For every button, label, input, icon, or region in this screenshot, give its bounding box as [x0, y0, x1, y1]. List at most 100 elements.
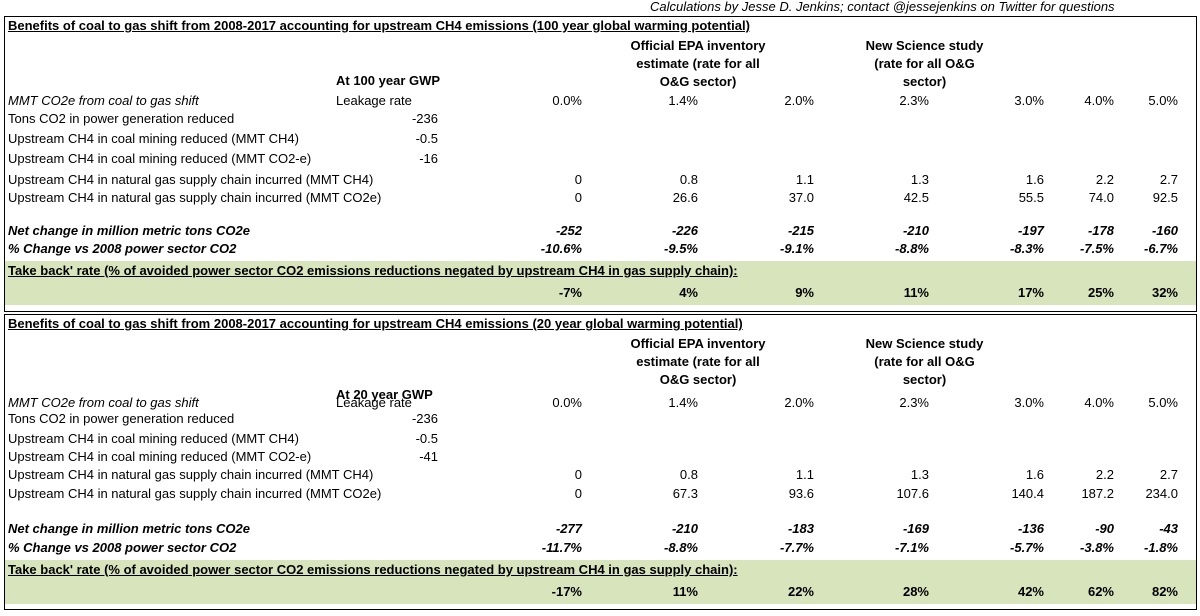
leakage-rate-value: 0.0% [552, 395, 582, 410]
net-change-value: -252 [555, 223, 582, 238]
takeback-value: 25% [1087, 285, 1114, 300]
leakage-rate-value: 2.3% [899, 93, 929, 108]
takeback-label: Take back' rate (% of avoided power sect… [8, 263, 738, 278]
leakage-rate-value: 0.0% [552, 93, 582, 108]
gas-co2e-value: 67.3 [672, 486, 698, 501]
row-label-net-change: Net change in million metric tons CO2e [8, 521, 250, 536]
row-label-tons-co2: Tons CO2 in power generation reduced [8, 111, 235, 126]
pct-change-value: -7.1% [895, 540, 929, 555]
row-label-gas-co2e: Upstream CH4 in natural gas supply chain… [8, 486, 382, 501]
pct-change-value: -6.7% [1144, 241, 1178, 256]
takeback-value: 82% [1151, 584, 1178, 599]
leakage-rate-value: 4.0% [1084, 93, 1114, 108]
takeback-value: 11% [903, 285, 929, 300]
row-label-pct-change: % Change vs 2008 power sector CO2 [8, 241, 237, 256]
pct-change-value: -8.8% [664, 540, 698, 555]
leakage-rate-value: 5.0% [1148, 395, 1178, 410]
pct-change-value: -5.7% [1010, 540, 1044, 555]
leakage-rate-value: 3.0% [1014, 93, 1044, 108]
gas-ch4-value: 1.6 [1025, 467, 1044, 482]
row-label-pct-change: % Change vs 2008 power sector CO2 [8, 540, 237, 555]
leakage-rate-value: 1.4% [668, 93, 698, 108]
net-change-value: -197 [1017, 223, 1044, 238]
tons-co2-value: -236 [411, 411, 438, 426]
row-label-coal-co2e: Upstream CH4 in coal mining reduced (MMT… [8, 151, 312, 166]
takeback-value: 9% [795, 285, 814, 300]
takeback-value: -17% [551, 584, 582, 599]
gas-co2e-value: 42.5 [903, 190, 929, 205]
gas-ch4-value: 2.7 [1159, 172, 1178, 187]
epa-column-header: Official EPA inventory estimate (rate fo… [630, 38, 766, 89]
leakage-rate-value: 2.3% [899, 395, 929, 410]
table-20yr-gwp: Benefits of coal to gas shift from 2008-… [4, 314, 1197, 610]
leakage-rate-value: 3.0% [1014, 395, 1044, 410]
gas-co2e-value: 93.6 [788, 486, 814, 501]
pct-change-value: -1.8% [1144, 540, 1178, 555]
credit-line: Calculations by Jesse D. Jenkins; contac… [650, 0, 1115, 14]
gas-co2e-value: 0 [574, 486, 582, 501]
net-change-value: -183 [787, 521, 814, 536]
pct-change-value: -7.7% [780, 540, 814, 555]
gas-co2e-value: 187.2 [1081, 486, 1114, 501]
row-label-mmt-shift: MMT CO2e from coal to gas shift [8, 93, 199, 108]
epa-column-header: Official EPA inventory estimate (rate fo… [630, 336, 766, 387]
pct-change-value: -8.3% [1010, 241, 1044, 256]
gas-ch4-value: 1.3 [910, 172, 929, 187]
pct-change-value: -8.8% [895, 241, 929, 256]
net-change-value: -169 [902, 521, 929, 536]
gas-ch4-value: 1.1 [795, 172, 814, 187]
gas-ch4-value: 0 [574, 172, 582, 187]
takeback-value: 42% [1017, 584, 1044, 599]
gas-co2e-value: 26.6 [672, 190, 698, 205]
gas-ch4-value: 1.1 [795, 467, 814, 482]
gas-ch4-value: 1.6 [1025, 172, 1044, 187]
net-change-value: -136 [1017, 521, 1044, 536]
leakage-rate-value: 1.4% [668, 395, 698, 410]
net-change-value: -43 [1159, 521, 1178, 536]
row-label-gas-ch4: Upstream CH4 in natural gas supply chain… [8, 172, 374, 187]
net-change-value: -210 [671, 521, 698, 536]
net-change-value: -277 [555, 521, 582, 536]
gas-co2e-value: 74.0 [1088, 190, 1114, 205]
pct-change-value: -3.8% [1080, 540, 1114, 555]
leakage-rate-value: 2.0% [784, 395, 814, 410]
takeback-value: 17% [1017, 285, 1044, 300]
row-label-coal-ch4: Upstream CH4 in coal mining reduced (MMT… [8, 431, 299, 446]
net-change-value: -215 [787, 223, 814, 238]
gas-co2e-value: 140.4 [1011, 486, 1044, 501]
takeback-value: 4% [679, 285, 698, 300]
gwp-label: At 100 year GWP [336, 73, 441, 88]
gas-ch4-value: 2.2 [1095, 172, 1114, 187]
leakage-rate-value: 5.0% [1148, 93, 1178, 108]
table-100yr-gwp: Benefits of coal to gas shift from 2008-… [4, 16, 1197, 312]
pct-change-value: -11.7% [541, 540, 582, 555]
gas-co2e-value: 55.5 [1018, 190, 1044, 205]
net-change-value: -210 [902, 223, 929, 238]
takeback-value: 28% [902, 584, 929, 599]
takeback-band [5, 261, 1196, 305]
row-label-coal-co2e: Upstream CH4 in coal mining reduced (MMT… [8, 449, 312, 464]
takeback-band [5, 560, 1196, 604]
takeback-value: 62% [1087, 584, 1114, 599]
gas-co2e-value: 107.6 [896, 486, 929, 501]
coal-ch4-value: -0.5 [415, 431, 438, 446]
coal-co2e-value: -16 [419, 151, 438, 166]
leakage-rate-value: 4.0% [1084, 395, 1114, 410]
table-title: Benefits of coal to gas shift from 2008-… [8, 316, 743, 331]
science-column-header: New Science study (rate for all O&G sect… [865, 336, 984, 387]
gas-ch4-value: 0 [574, 467, 582, 482]
row-label-mmt-shift: MMT CO2e from coal to gas shift [8, 395, 199, 410]
science-column-header: New Science study (rate for all O&G sect… [865, 38, 984, 89]
gas-ch4-value: 0.8 [679, 172, 698, 187]
takeback-value: 11% [672, 584, 698, 599]
takeback-value: 32% [1151, 285, 1178, 300]
tons-co2-value: -236 [411, 111, 438, 126]
row-label-net-change: Net change in million metric tons CO2e [8, 223, 250, 238]
pct-change-value: -10.6% [540, 241, 582, 256]
net-change-value: -90 [1095, 521, 1114, 536]
pct-change-value: -9.1% [780, 241, 814, 256]
row-label-gas-ch4: Upstream CH4 in natural gas supply chain… [8, 467, 374, 482]
gas-co2e-value: 0 [574, 190, 582, 205]
table-title: Benefits of coal to gas shift from 2008-… [8, 18, 750, 33]
takeback-value: -7% [558, 285, 582, 300]
